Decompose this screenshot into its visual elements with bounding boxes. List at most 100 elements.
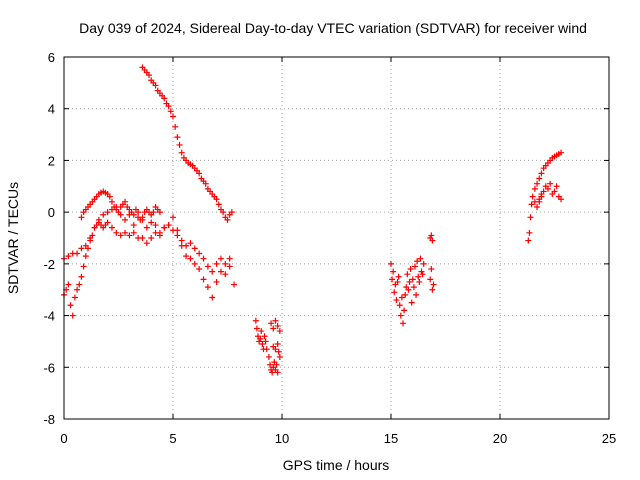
data-point (388, 260, 394, 267)
data-point (417, 255, 424, 262)
data-point (82, 242, 89, 249)
data-point (226, 255, 233, 262)
data-point (167, 108, 174, 115)
data-point (536, 196, 543, 203)
series-around-21-23h (525, 149, 565, 244)
data-point (231, 281, 238, 288)
data-point (527, 214, 534, 221)
data-point (196, 266, 203, 273)
data-point (220, 209, 227, 216)
data-point (148, 235, 155, 241)
data-point (411, 263, 418, 270)
data-point (544, 185, 551, 192)
data-point (274, 369, 281, 376)
data-point (222, 271, 229, 278)
series-descending-arc (139, 64, 235, 223)
data-point (529, 193, 536, 200)
data-point (551, 188, 558, 195)
data-point (269, 369, 276, 376)
data-point (78, 273, 85, 280)
data-point (183, 253, 190, 260)
data-point (67, 302, 74, 309)
data-point (191, 245, 198, 252)
data-point (268, 320, 275, 327)
data-point (100, 211, 107, 218)
data-point (558, 196, 565, 203)
y-tick-label: -6 (43, 360, 55, 375)
data-point (65, 281, 72, 288)
data-point (170, 113, 176, 120)
data-point (276, 353, 283, 360)
data-point (174, 232, 181, 239)
data-point (187, 255, 194, 262)
data-point (263, 346, 270, 353)
y-tick-label: -8 (43, 412, 55, 427)
data-point (253, 325, 260, 332)
data-point (528, 201, 535, 208)
data-point (276, 328, 283, 335)
data-point (65, 253, 72, 260)
data-point (267, 361, 274, 368)
data-point (156, 209, 163, 216)
data-point (130, 229, 137, 236)
data-point (178, 237, 185, 244)
data-point (215, 201, 222, 208)
data-point (78, 245, 85, 252)
data-point (217, 255, 224, 262)
data-point (531, 198, 538, 205)
data-point (420, 260, 427, 267)
data-point (204, 284, 211, 291)
data-point (104, 209, 111, 216)
data-point (209, 268, 216, 275)
data-point (170, 214, 176, 221)
data-point (389, 276, 396, 283)
data-point (261, 333, 268, 340)
data-point (104, 219, 111, 226)
data-point (252, 317, 259, 324)
data-point (398, 294, 405, 301)
series-early-upper-arc (78, 188, 163, 223)
data-point (82, 253, 89, 260)
data-point (176, 141, 183, 148)
y-axis-label: SDTVAR / TECUs (5, 182, 21, 294)
data-point (410, 284, 417, 291)
chart-title: Day 039 of 2024, Sidereal Day-to-day VTE… (79, 20, 587, 36)
x-tick-label: 0 (60, 431, 67, 446)
data-point (429, 237, 436, 244)
data-point (228, 209, 235, 216)
data-point (531, 185, 538, 192)
x-tick-label: 25 (602, 431, 616, 446)
data-point (115, 209, 122, 216)
data-point (415, 273, 422, 280)
data-point (74, 286, 81, 293)
data-point (135, 209, 142, 216)
data-point (126, 232, 133, 239)
data-point (226, 263, 233, 270)
data-point (187, 240, 194, 247)
data-point (534, 203, 541, 210)
data-point (174, 227, 181, 234)
data-point (196, 170, 203, 177)
data-point (143, 224, 150, 231)
data-point (148, 219, 155, 226)
data-point (414, 258, 421, 265)
data-point (174, 134, 181, 141)
series-around-15-17h (388, 232, 437, 327)
data-point (108, 224, 115, 231)
data-point (213, 260, 220, 267)
data-point (259, 341, 266, 348)
data-point (408, 299, 415, 306)
data-point (270, 325, 277, 332)
data-point (409, 276, 416, 283)
data-point (117, 232, 124, 239)
data-point (172, 123, 179, 130)
data-point (405, 286, 412, 293)
plot-frame (63, 56, 610, 420)
data-point (217, 268, 224, 275)
data-point (406, 278, 413, 285)
data-point (122, 198, 129, 205)
data-point (80, 263, 87, 270)
data-point (430, 281, 437, 288)
data-point (558, 149, 565, 156)
